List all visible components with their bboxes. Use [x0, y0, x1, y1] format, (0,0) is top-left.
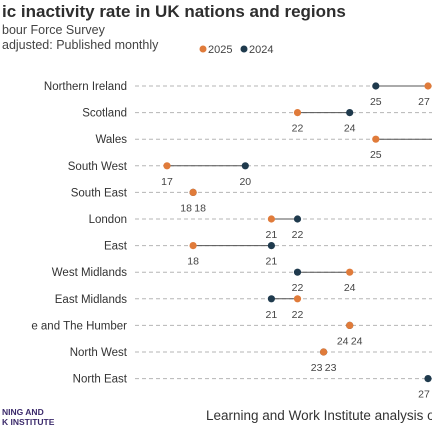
- value-label-2024-north-west: 23: [325, 362, 337, 374]
- value-label-2025-north-west: 23: [311, 362, 323, 374]
- point-2024-london: [293, 215, 302, 223]
- logo-text-line-1: NING AND: [2, 407, 44, 417]
- category-label-scotland: Scotland: [82, 108, 127, 120]
- category-label-wales: Wales: [95, 134, 127, 146]
- source-note: Learning and Work Institute analysis of: [206, 408, 432, 423]
- value-label-2025-wales: 25: [370, 149, 382, 161]
- legend-marker-2025: [199, 45, 207, 53]
- value-label-2024-scotland: 24: [344, 123, 356, 135]
- point-2025-london: [267, 215, 275, 223]
- point-2025-east: [189, 242, 197, 250]
- category-label-e-and-the-humber: e and The Humber: [31, 320, 127, 332]
- value-label-2025-south-east: 18: [180, 202, 192, 214]
- point-2024-north-east: [424, 375, 432, 383]
- category-label-east: East: [104, 241, 128, 253]
- category-label-south-west: South West: [68, 161, 128, 173]
- point-2025-south-west: [163, 162, 171, 170]
- value-label-2024-east: 21: [266, 256, 278, 268]
- subtitle-line-1: bour Force Survey: [2, 23, 106, 37]
- legend-label-2025: 2025: [208, 44, 232, 56]
- point-2025-south-east: [189, 188, 197, 196]
- data-points: [163, 82, 432, 383]
- category-label-northern-ireland: Northern Ireland: [44, 81, 127, 93]
- point-2024-east-midlands: [267, 295, 275, 303]
- legend-label-2024: 2024: [249, 44, 273, 56]
- point-2025-wales: [372, 135, 380, 143]
- logo-text-line-2: K INSTITUTE: [2, 417, 55, 427]
- connectors: [167, 85, 432, 300]
- point-2024-west-midlands: [293, 268, 302, 276]
- value-label-2024-west-midlands: 22: [292, 282, 304, 294]
- category-labels: Northern Ireland Scotland Wales South West S…: [31, 81, 127, 386]
- point-2025-west-midlands: [346, 268, 354, 276]
- value-label-2025-east: 18: [187, 256, 199, 268]
- point-2025-east-midlands: [293, 295, 302, 303]
- value-label-2024-london: 22: [292, 229, 304, 241]
- category-label-south-east: South East: [71, 187, 128, 199]
- subtitle-line-2: adjusted: Published monthly: [2, 38, 159, 52]
- value-label-2024-east-midlands: 21: [266, 309, 278, 321]
- point-2025-e-and-the-humber: [346, 321, 354, 329]
- point-2024-scotland: [346, 109, 354, 117]
- value-label-2024-north-east: 27: [418, 389, 430, 401]
- value-label-2024-northern-ireland: 25: [370, 96, 382, 108]
- point-2024-east: [267, 242, 275, 250]
- point-2024-northern-ireland: [372, 82, 380, 90]
- value-label-2024-south-west: 20: [239, 176, 251, 188]
- point-2025-northern-ireland: [424, 82, 432, 90]
- point-2024-south-west: [241, 162, 249, 170]
- category-label-east-midlands: East Midlands: [55, 294, 127, 306]
- point-2025-scotland: [293, 109, 302, 117]
- value-label-2025-london: 21: [266, 229, 278, 241]
- value-label-2024-e-and-the-humber: 24: [351, 335, 363, 347]
- logo: NING AND K INSTITUTE: [2, 407, 55, 427]
- value-label-2025-west-midlands: 24: [344, 282, 356, 294]
- value-label-2024-south-east: 18: [194, 202, 206, 214]
- category-label-north-east: North East: [73, 374, 128, 386]
- value-label-2025-east-midlands: 22: [292, 309, 304, 321]
- category-label-west-midlands: West Midlands: [52, 267, 127, 279]
- legend: 2025 2024: [199, 44, 273, 56]
- gridlines: [135, 85, 432, 380]
- legend-marker-2024: [240, 45, 248, 53]
- chart-title: ic inactivity rate in UK nations and reg…: [2, 2, 346, 21]
- point-2025-north-west: [320, 348, 328, 356]
- category-label-north-west: North West: [70, 347, 128, 359]
- value-label-2025-northern-ireland: 27: [418, 96, 430, 108]
- value-label-2025-scotland: 22: [292, 123, 304, 135]
- value-label-2025-south-west: 17: [161, 176, 173, 188]
- value-label-2025-e-and-the-humber: 24: [337, 335, 349, 347]
- category-label-london: London: [89, 214, 127, 226]
